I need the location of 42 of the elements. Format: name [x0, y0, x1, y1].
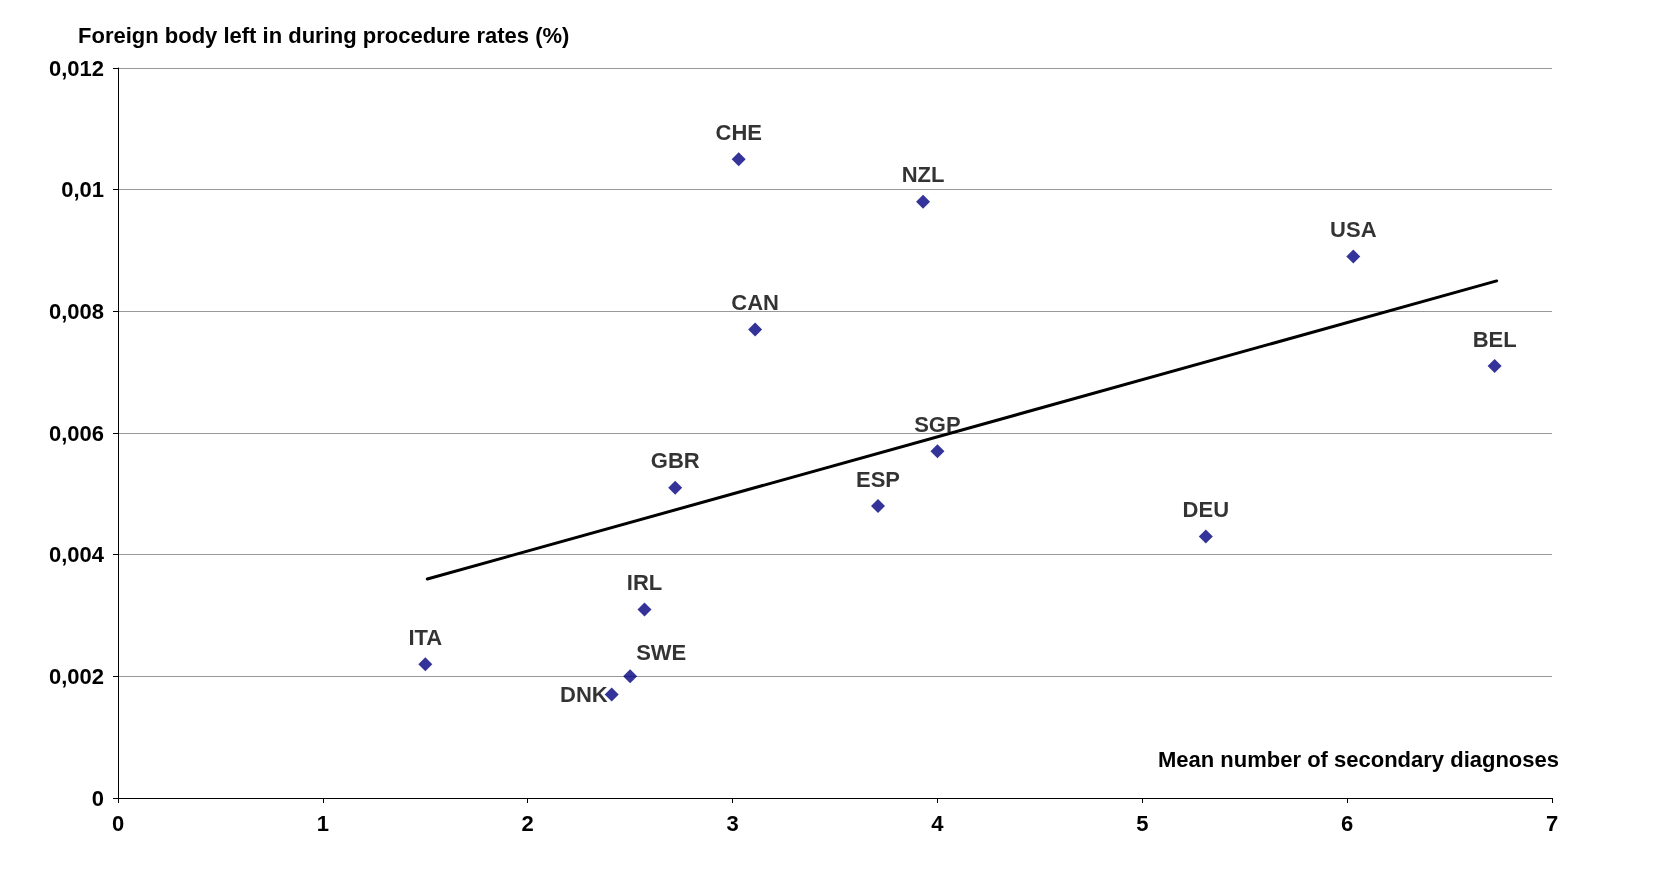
point: [731, 152, 746, 167]
point: [1346, 249, 1361, 264]
x-tick-label: 7: [1545, 810, 1559, 836]
x-tick-label: 1: [316, 810, 329, 836]
y-tick-label: 0,012: [48, 55, 104, 81]
annotation: GBR: [650, 448, 700, 474]
annotation: NZL: [901, 162, 945, 188]
point: [748, 322, 763, 337]
point: [623, 669, 638, 684]
annotation: CAN: [731, 290, 779, 316]
x-tick-label: 4: [931, 810, 945, 836]
annotation: USA: [1330, 217, 1377, 243]
y-tick-label: 0,006: [48, 420, 104, 446]
x-tick-label: 0: [111, 810, 125, 836]
y-tick-label: 0,002: [48, 663, 104, 689]
annotation: DEU: [1182, 496, 1230, 522]
point: [871, 499, 886, 513]
y-tick-label: 0: [91, 785, 104, 811]
x-tick-label: 5: [1136, 810, 1149, 836]
point: [930, 444, 945, 459]
point: [1198, 529, 1213, 544]
x-tick-label: 3: [726, 810, 739, 836]
annotation: SGP: [914, 411, 961, 437]
y-axis-title: Foreign body left in during procedure rates (%): [78, 22, 570, 48]
annotation: IRL: [626, 569, 663, 595]
point: [916, 194, 931, 209]
annotation: CHE: [715, 119, 762, 145]
annotation: ITA: [408, 624, 443, 650]
annotation: ESP: [856, 466, 901, 492]
y-tick-label: 0,004: [48, 542, 105, 568]
x-tick-label: 2: [521, 810, 534, 836]
y-tick-label: 0,01: [61, 177, 104, 203]
annotation: SWE: [636, 639, 687, 665]
point: [1487, 359, 1502, 374]
x-axis-title: Mean number of secondary diagnoses: [1158, 746, 1559, 772]
point: [668, 480, 683, 495]
annotation: BEL: [1472, 326, 1517, 352]
x-tick-label: 6: [1341, 810, 1354, 836]
annotation: DNK: [560, 682, 608, 708]
point: [418, 657, 433, 672]
point: [637, 602, 652, 617]
y-tick-label: 0,008: [48, 298, 104, 324]
